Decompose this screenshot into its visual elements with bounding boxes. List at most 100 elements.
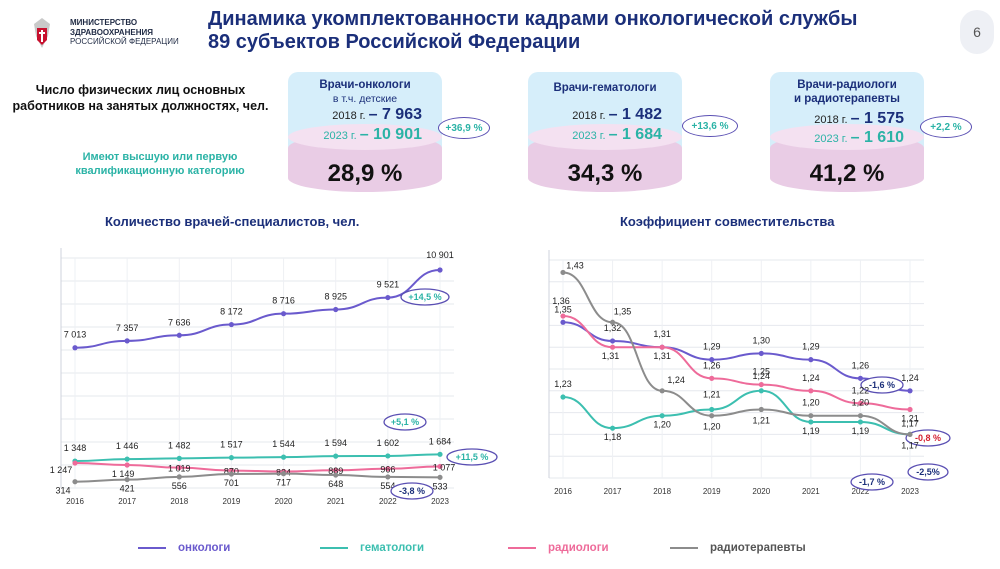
data-point-hematologists [333,453,339,459]
data-label-hematologists: 1,17 [901,418,919,428]
chart-legend: онкологи гематологи радиологи радиотерап… [0,538,1000,562]
data-point-radiotherapists [808,413,814,419]
ministry-line-1: МИНИСТЕРСТВО [70,18,138,27]
x-tick-label: 2020 [275,497,293,506]
data-point-oncologists [609,338,616,344]
specialists-line-chart: 2016 2017 2018 2019 2020 2021 2022 2023 7 013 7 3… [50,248,498,506]
data-point-oncologists [72,345,78,351]
card-2023-value: 2023 г. – 1 610 [814,129,904,146]
data-label-radiotherapists: 421 [120,484,135,494]
data-label-radiologists: 1,24 [802,373,820,383]
growth-badge-radiologists: +11,5 % [446,448,498,466]
growth-badge-oncologists: -1,6 % [860,376,904,394]
data-label-oncologists: 1,24 [901,373,919,383]
data-label-radiologists: 1,26 [703,360,721,370]
x-tick-label: 2019 [703,487,721,496]
card-title-line-2: и радиотерапевты [794,93,900,105]
data-label-oncologists: 7 636 [168,317,191,327]
card-growth-badge: +2,2 % [920,116,972,138]
data-label-hematologists: 1 446 [116,441,139,451]
card-title: Врачи-радиологи и радиотерапевты [770,78,924,106]
data-label-oncologists: 10 901 [426,250,454,260]
data-point-radiotherapists [437,474,443,480]
data-point-hematologists [437,451,443,457]
card-title: Врачи-онкологи в т.ч. детские [288,78,442,106]
data-label-radiotherapists: 648 [328,479,343,489]
data-point-radiologists [709,375,715,381]
svg-text:-3,8 %: -3,8 % [399,486,425,496]
legend-item-oncologists: онкологи [138,542,230,554]
data-label-radiotherapists: 701 [224,478,239,488]
data-label-oncologists: 1,30 [753,335,771,345]
data-label-oncologists: 8 172 [220,307,243,317]
data-label-oncologists: 7 357 [116,323,139,333]
svg-text:-0,8 %: -0,8 % [915,433,941,443]
series-line-radiologists [74,462,441,473]
x-tick-label: 2022 [379,497,397,506]
card-title-line-1: Врачи-онкологи [319,79,411,91]
x-tick-label: 2022 [852,487,870,496]
data-label-oncologists: 1,32 [604,323,622,333]
data-point-radiologists [385,466,391,472]
growth-badge-hematologists: -1,7 % [850,473,894,491]
data-label-hematologists: 1 684 [429,436,452,446]
data-point-radiologists [907,406,913,413]
x-tick-label: 2023 [901,487,919,496]
data-point-radiologists [72,460,78,466]
ministry-line-2: ЗДРАВООХРАНЕНИЯ [70,27,153,37]
data-label-radiologists: 1 019 [168,464,191,474]
data-point-oncologists [709,357,715,363]
data-label-radiotherapists: 533 [432,481,447,491]
data-label-radiologists: 1,21 [901,413,919,423]
data-label-radiotherapists: 717 [276,478,291,488]
data-label-radiotherapists: 1,43 [566,260,584,270]
data-point-hematologists [808,419,814,425]
data-label-oncologists: 1,26 [852,360,870,370]
data-point-radiologists [176,465,182,471]
data-point-radiotherapists [907,431,913,437]
data-point-oncologists [385,294,391,301]
svg-text:+5,1 %: +5,1 % [391,417,419,427]
data-label-radiologists: 966 [380,465,395,475]
data-point-oncologists [437,267,443,273]
data-label-radiotherapists: 1,20 [852,398,870,408]
data-label-hematologists: 1,19 [802,426,820,436]
data-point-radiotherapists [385,474,391,480]
data-label-radiotherapists: 1,17 [901,440,919,450]
data-label-oncologists: 7 013 [64,330,87,340]
card-hematologists: Врачи-гематологи 2018 г. – 1 482 2023 г.… [528,72,682,192]
data-point-radiotherapists [758,406,764,413]
ratio-line-chart: 2016 2017 2018 2019 2020 2021 2022 2023 1,35 1,32… [548,250,951,496]
data-point-radiotherapists [333,472,339,478]
data-point-radiologists [857,400,864,406]
data-point-hematologists [124,456,130,462]
card-2018-value: 2018 г. – 7 963 [332,106,422,123]
growth-badge-radiotherapists: -3,8 % [390,482,434,500]
data-label-hematologists: 1 594 [324,438,347,448]
data-label-radiotherapists: 1,20 [703,422,721,432]
data-label-radiotherapists: 554 [380,481,395,491]
data-point-hematologists [176,455,182,461]
data-label-radiologists: 1,22 [852,385,870,395]
data-point-radiologists [758,381,764,388]
data-label-oncologists: 8 716 [272,296,295,306]
svg-text:+11,5 %: +11,5 % [456,452,489,462]
card-radiologists: Врачи-радиологи и радиотерапевты 2018 г.… [770,72,924,192]
data-point-radiotherapists [228,471,235,477]
card-2023-value: 2023 г. – 1 684 [572,126,662,143]
data-label-hematologists: 1 348 [64,443,87,453]
data-label-hematologists: 1,24 [753,371,771,381]
x-tick-label: 2019 [223,497,241,506]
svg-text:+14,5 %: +14,5 % [408,292,441,302]
data-label-oncologists: 1,29 [703,342,721,352]
data-point-oncologists [560,319,566,325]
data-label-oncologists: 8 925 [324,292,347,302]
chart-title-specialists: Количество врачей-специалистов, чел. [105,214,360,229]
data-label-hematologists: 1,19 [852,426,870,436]
data-point-radiologists [124,462,130,468]
card-growth-badge: +13,6 % [682,115,738,137]
data-label-hematologists: 1,21 [703,389,721,399]
x-tick-label: 2018 [653,487,671,496]
data-label-radiotherapists: 556 [172,481,187,491]
svg-text:-1,7 %: -1,7 % [859,477,885,487]
